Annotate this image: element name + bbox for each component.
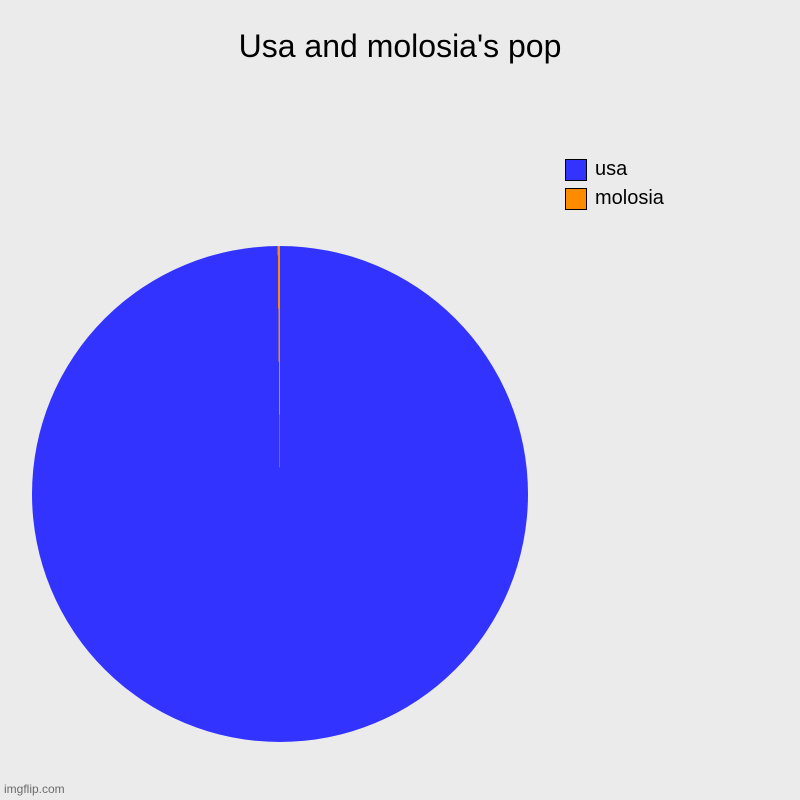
chart-container: Usa and molosia's pop usa molosia imgfli… bbox=[0, 0, 800, 800]
watermark: imgflip.com bbox=[4, 782, 65, 796]
legend-label-molosia: molosia bbox=[595, 187, 664, 210]
legend-swatch-usa bbox=[565, 159, 587, 181]
pie-chart bbox=[32, 246, 528, 742]
legend-item-molosia: molosia bbox=[565, 187, 664, 210]
legend-swatch-molosia bbox=[565, 188, 587, 210]
legend-item-usa: usa bbox=[565, 158, 664, 181]
legend: usa molosia bbox=[565, 158, 664, 216]
chart-title: Usa and molosia's pop bbox=[0, 28, 800, 65]
legend-label-usa: usa bbox=[595, 158, 627, 181]
